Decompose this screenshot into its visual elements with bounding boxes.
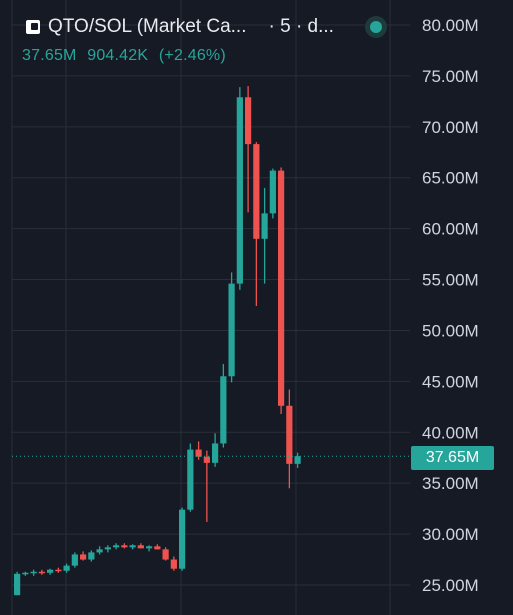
- candle-body: [96, 549, 103, 553]
- candle: [278, 167, 285, 414]
- change-percent: (+2.46%): [158, 47, 226, 64]
- candle: [88, 550, 95, 562]
- candle: [137, 543, 144, 549]
- candle-body: [261, 213, 268, 239]
- candle-body: [63, 565, 70, 571]
- chart-grid: [11, 0, 410, 615]
- y-tick-label: 45.00M: [422, 372, 479, 391]
- symbol-title[interactable]: QTO/SOL (Market Ca...: [48, 16, 247, 37]
- price-axis[interactable]: 80.00M 75.00M 70.00M 65.00M 60.00M 55.00M 50.0…: [422, 16, 479, 595]
- last-price: 37.65M: [22, 47, 77, 64]
- candle-body: [129, 545, 136, 548]
- candle-body: [55, 569, 62, 572]
- candle-body: [294, 456, 301, 464]
- market-status-icon[interactable]: [365, 16, 387, 38]
- candle: [129, 544, 136, 550]
- candle-body: [245, 97, 252, 145]
- candle: [38, 569, 45, 575]
- candle: [294, 452, 301, 468]
- price-stats: 37.65M 904.42K (+2.46%): [22, 47, 232, 65]
- candle-body: [220, 376, 227, 444]
- candle: [104, 545, 111, 553]
- candle: [14, 571, 21, 596]
- y-tick-label: 80.00M: [422, 16, 479, 35]
- candle-body: [137, 545, 144, 549]
- candle: [113, 543, 120, 550]
- y-tick-label: 25.00M: [422, 576, 479, 595]
- candle: [154, 544, 161, 550]
- candle-body: [113, 545, 120, 548]
- candle-body: [88, 552, 95, 560]
- candle: [228, 272, 235, 383]
- candle-body: [236, 97, 243, 284]
- candle: [261, 187, 268, 284]
- candle-body: [47, 569, 54, 573]
- logo-icon: [26, 20, 40, 34]
- candle-body: [38, 571, 45, 574]
- candle-body: [22, 572, 29, 575]
- candle-body: [162, 549, 169, 560]
- change-absolute: 904.42K: [87, 47, 149, 64]
- candle: [121, 543, 128, 549]
- candle-body: [203, 456, 210, 463]
- candle: [71, 552, 78, 568]
- candle: [80, 551, 87, 561]
- candle: [22, 571, 29, 576]
- candle: [162, 547, 169, 561]
- y-tick-label: 60.00M: [422, 220, 479, 239]
- y-tick-label: 55.00M: [422, 271, 479, 290]
- candle-body: [146, 546, 153, 549]
- y-tick-label: 70.00M: [422, 118, 479, 137]
- y-tick-label: 75.00M: [422, 67, 479, 86]
- candle-body: [71, 554, 78, 566]
- candle: [96, 546, 103, 555]
- candle: [212, 433, 219, 467]
- y-tick-label: 40.00M: [422, 423, 479, 442]
- y-tick-label: 65.00M: [422, 169, 479, 188]
- candle: [187, 443, 194, 512]
- candle-body: [104, 547, 111, 550]
- candle: [253, 142, 260, 307]
- candle-body: [228, 283, 235, 377]
- candle: [195, 441, 202, 460]
- candle-body: [253, 144, 260, 239]
- candle-body: [195, 449, 202, 457]
- candle: [286, 389, 293, 489]
- candle: [63, 563, 70, 573]
- candle: [170, 556, 177, 571]
- candle-body: [80, 554, 87, 560]
- candle: [146, 545, 153, 552]
- interval-label[interactable]: · 5 · d...: [268, 16, 334, 37]
- candle-body: [179, 509, 186, 569]
- current-price-tag: 37.65M: [411, 446, 494, 470]
- candle: [47, 568, 54, 575]
- candle-body: [170, 559, 177, 569]
- candle-body: [121, 545, 128, 548]
- candle-series: [14, 86, 301, 596]
- candle: [203, 450, 210, 522]
- candle-body: [14, 573, 21, 596]
- candle: [30, 569, 37, 576]
- chart-header: QTO/SOL (Market Ca... · 5 · d...: [26, 16, 393, 38]
- candle: [269, 168, 276, 219]
- candle-body: [187, 449, 194, 510]
- candle-body: [269, 170, 276, 214]
- candle: [245, 86, 252, 213]
- candle: [55, 567, 62, 573]
- candle: [179, 507, 186, 571]
- y-tick-label: 35.00M: [422, 474, 479, 493]
- y-tick-label: 30.00M: [422, 525, 479, 544]
- candle-body: [30, 571, 37, 574]
- candle: [236, 87, 243, 290]
- y-tick-label: 50.00M: [422, 321, 479, 340]
- candle-body: [212, 443, 219, 463]
- candle-body: [154, 546, 161, 550]
- candle-body: [278, 170, 285, 406]
- candle-body: [286, 405, 293, 464]
- candle: [220, 364, 227, 448]
